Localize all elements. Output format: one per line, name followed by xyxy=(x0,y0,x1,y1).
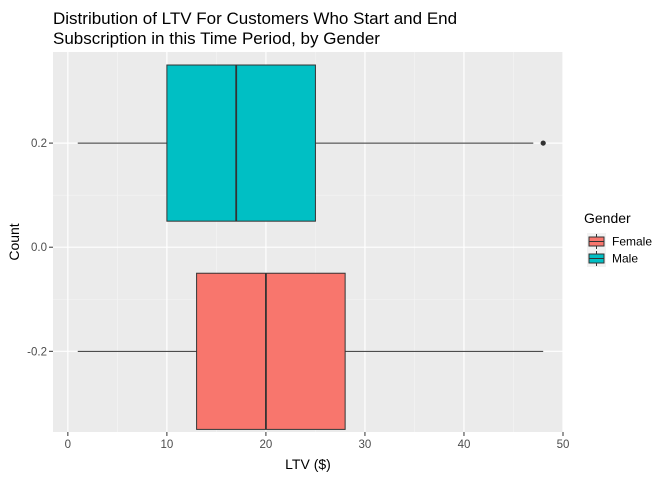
iqr-box xyxy=(166,64,316,222)
x-tick-label: 10 xyxy=(160,439,173,451)
y-axis-title: Count xyxy=(6,223,22,260)
legend-title: Gender xyxy=(584,210,631,226)
outlier-point xyxy=(540,140,546,146)
x-tick-label: 30 xyxy=(359,439,372,451)
box-male xyxy=(77,64,546,222)
chart-title-line-1: Distribution of LTV For Customers Who St… xyxy=(53,9,457,28)
x-axis-title: LTV ($) xyxy=(285,456,331,472)
x-tick-label: 20 xyxy=(260,439,273,451)
legend-label-female: Female xyxy=(612,235,652,249)
legend-label-male: Male xyxy=(612,252,638,266)
box-female xyxy=(77,272,544,430)
legend-key-female xyxy=(587,233,606,250)
y-axis-ticks: -0.2 0.0 0.2 xyxy=(27,138,53,358)
chart-title-line-2: Subscription in this Time Period, by Gen… xyxy=(53,29,380,48)
legend: Gender Female Male xyxy=(584,210,652,267)
x-tick-label: 40 xyxy=(458,439,471,451)
legend-key-male xyxy=(587,250,606,267)
x-axis-ticks: 0 10 20 30 40 50 xyxy=(65,432,570,451)
iqr-box xyxy=(196,272,346,430)
y-tick-label: -0.2 xyxy=(27,346,47,358)
y-tick-label: 0.2 xyxy=(31,138,47,150)
x-tick-label: 0 xyxy=(65,439,71,451)
y-tick-label: 0.0 xyxy=(31,242,47,254)
boxplot-series xyxy=(77,64,546,430)
x-tick-label: 50 xyxy=(557,439,570,451)
